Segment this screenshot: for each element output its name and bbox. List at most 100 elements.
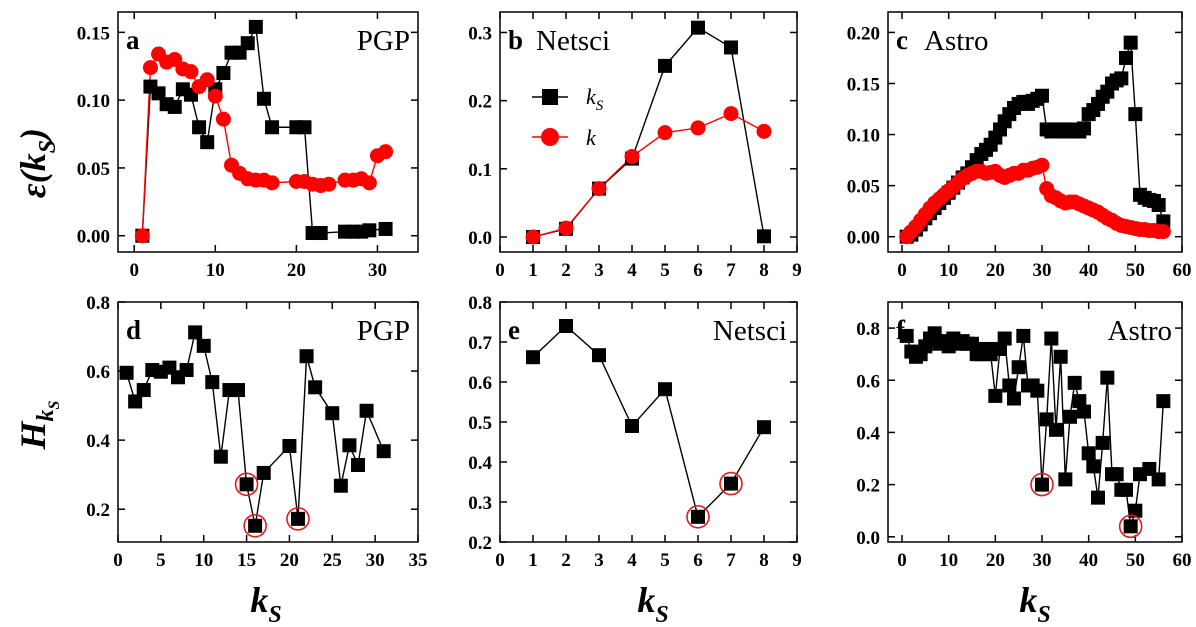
x-tick-label: 4 [627, 260, 637, 281]
y-tick-label: 0.00 [847, 228, 880, 249]
point-ks [1128, 107, 1143, 122]
point-ks [1011, 360, 1026, 375]
y-tick-label: 0.4 [856, 423, 880, 444]
point-ks [248, 19, 263, 34]
y-tick-label: 0.20 [847, 23, 880, 44]
y-tick-label: 0.10 [77, 91, 110, 112]
legend: kS k [532, 84, 604, 150]
point-ks [1058, 472, 1073, 487]
point-ks [997, 331, 1012, 346]
point-k [215, 111, 231, 127]
legend-k-marker [541, 128, 559, 146]
panel-d-frame [117, 301, 419, 543]
point-ks [1067, 375, 1082, 390]
point-ks [1063, 409, 1077, 424]
point-ks [196, 338, 211, 353]
point-ks [1030, 383, 1045, 398]
point-ks [691, 509, 705, 524]
point-ks [188, 325, 203, 340]
point-ks [256, 91, 271, 106]
point-ks [299, 349, 314, 364]
panel-letter: f [896, 315, 906, 345]
point-k [624, 149, 640, 165]
point-ks [240, 36, 255, 51]
x-tick-label: 60 [1173, 550, 1192, 571]
panel-f-frame [887, 301, 1183, 543]
x-axis-title-col2: kS [637, 580, 668, 627]
x-tick-label: 5 [156, 550, 166, 571]
point-ks [1151, 472, 1166, 487]
point-ks [297, 120, 312, 135]
x-tick-label: 8 [759, 550, 769, 571]
x-tick-label: 3 [594, 550, 604, 571]
y-tick-label: 0.0 [856, 528, 880, 549]
point-ks [291, 511, 305, 526]
x-tick-label: 3 [594, 260, 604, 281]
x-tick-label: 9 [792, 260, 802, 281]
point-ks [1053, 349, 1068, 364]
y-tick-label: 0.10 [847, 126, 880, 147]
x-tick-label: 20 [986, 260, 1005, 281]
point-ks [151, 86, 166, 101]
panel-c: 0 10 20 30 40 50 60 0.00 0.05 0.10 0.15 0.20 c Astro [847, 11, 1192, 281]
highlight-circle [286, 507, 310, 531]
point-ks [376, 444, 391, 459]
series-line-k [141, 52, 386, 236]
x-tick-label: 5 [660, 550, 670, 571]
point-k [690, 120, 706, 136]
point-ks [333, 478, 348, 493]
x-tick-label: 1 [528, 550, 538, 571]
y-tick-label: 0.6 [856, 371, 880, 392]
panel-letter: d [126, 315, 141, 345]
y-axis-title-bottom: HkS [13, 400, 63, 450]
y-tick-label: 0.8 [86, 293, 110, 314]
x-tick-label: 7 [726, 550, 736, 571]
point-ks [119, 365, 134, 380]
x-tick-label: 10 [206, 260, 225, 281]
legend-ks-marker [542, 89, 558, 105]
point-ks [1002, 378, 1017, 393]
panel-name: Netsci [536, 25, 610, 57]
y-tick-label: 0.3 [468, 23, 492, 44]
panel-letter: a [126, 25, 140, 55]
x-tick-label: 6 [693, 260, 703, 281]
highlight-circle [1118, 514, 1143, 539]
legend-ks-label: kS [586, 84, 604, 114]
point-k [723, 106, 739, 122]
point-k [183, 64, 199, 80]
x-tick-label: 0 [897, 260, 907, 281]
x-tick-label: 30 [366, 550, 385, 571]
point-ks [1049, 422, 1063, 437]
panel-a-frame [117, 11, 419, 253]
y-tick-label: 0.00 [77, 227, 110, 248]
point-ks [1044, 331, 1059, 346]
point-ks [1086, 459, 1101, 474]
point-ks [308, 380, 323, 395]
point-k [134, 228, 150, 244]
x-tick-label: 10 [939, 260, 958, 281]
point-ks [265, 120, 280, 135]
y-tick-label: 0.3 [468, 493, 492, 514]
x-tick-label: 30 [1033, 550, 1052, 571]
panel-b: 0 1 2 3 4 5 6 7 8 9 0.0 0.1 0.2 0.3 b Netsci [468, 11, 802, 281]
y-tick-label: 0.15 [847, 74, 880, 95]
point-ks [625, 419, 639, 433]
point-ks [179, 363, 194, 378]
point-k [591, 181, 607, 197]
point-k [142, 60, 158, 76]
y-tick-label: 0.2 [856, 476, 880, 497]
x-tick-label: 20 [280, 550, 299, 571]
x-tick-label: 50 [1126, 550, 1145, 571]
point-ks [1095, 435, 1110, 450]
point-ks [757, 229, 771, 244]
x-axis-title-col1: kS [250, 580, 281, 627]
x-tick-label: 15 [237, 550, 256, 571]
point-ks [724, 476, 738, 491]
panel-f: 0 10 20 30 40 50 60 0.0 0.2 0.4 0.6 0.8 f Astro [856, 301, 1192, 571]
y-tick-label: 0.0 [468, 228, 492, 249]
y-tick-label: 0.05 [77, 159, 110, 180]
x-axis-title-col3: kS [1019, 580, 1050, 627]
point-ks [1035, 88, 1049, 103]
point-ks [1081, 446, 1096, 461]
point-ks [988, 388, 1003, 403]
